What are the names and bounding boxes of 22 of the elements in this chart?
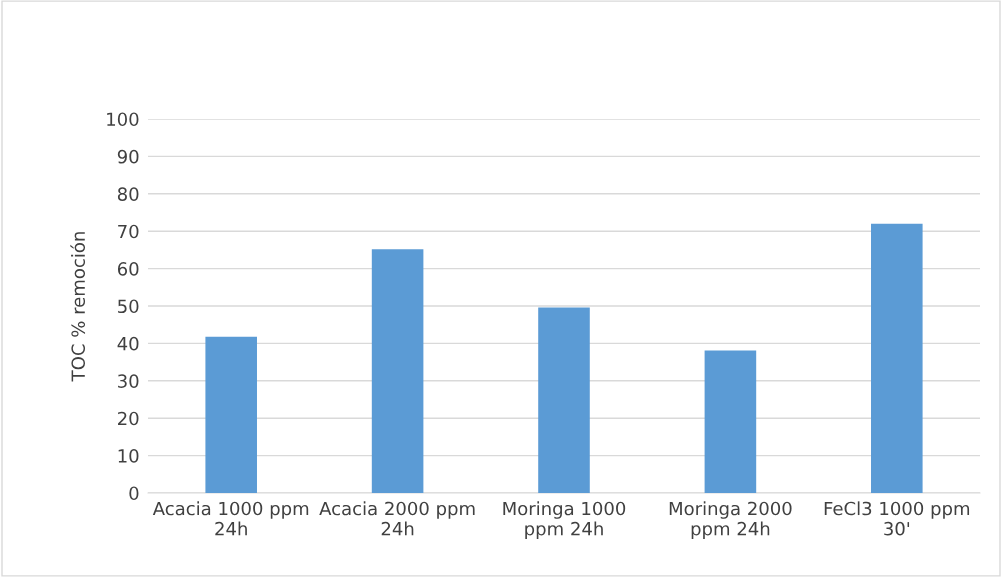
x-tick-label: FeCl3 1000 ppm 30' — [824, 501, 970, 536]
bar — [538, 307, 590, 493]
x-tick-label: Acacia 1000 ppm 24h — [152, 501, 309, 536]
y-axis-title: TOC % remoción — [70, 232, 86, 382]
y-tick-label: 40 — [117, 336, 139, 351]
x-tick-label: Moringa 2000 ppm 24h — [669, 501, 792, 540]
bar — [205, 336, 257, 493]
y-tick-label: 80 — [117, 187, 139, 201]
y-tick-label: 100 — [107, 112, 139, 127]
y-tick-label: 0 — [129, 486, 139, 501]
y-tick-label: 90 — [117, 149, 139, 164]
y-tick-label: 50 — [118, 299, 139, 314]
y-tick-label: 10 — [118, 449, 139, 463]
y-tick-label: 20 — [118, 411, 139, 426]
bar — [704, 350, 757, 493]
y-tick-label: 30 — [118, 374, 139, 388]
x-tick-label: Acacia 2000 ppm 24h — [319, 501, 475, 536]
x-tick-label: Moringa 1000 ppm 24h — [503, 501, 626, 540]
y-tick-label: 60 — [117, 262, 139, 276]
y-tick-label: 70 — [118, 224, 139, 239]
bar — [371, 249, 424, 493]
bar — [871, 223, 923, 493]
